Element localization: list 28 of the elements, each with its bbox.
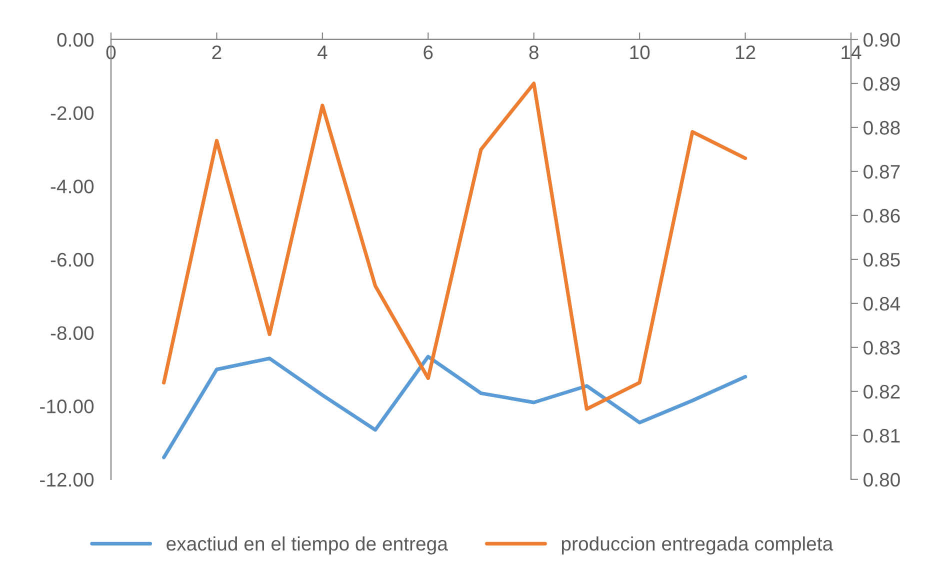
y2-tick-label: 0.90 [864, 32, 900, 47]
y-tick-label: -10.00 [40, 400, 94, 414]
x-tick-label: 4 [317, 46, 328, 60]
y2-tick-label: 0.89 [864, 76, 900, 91]
x-tick-label: 12 [736, 45, 756, 60]
y2-tick-label: 0.87 [864, 164, 900, 179]
y-tick-label: -4.00 [50, 180, 94, 194]
y2-tick-label: 0.80 [864, 472, 900, 487]
y2-tick-label: 0.83 [864, 340, 900, 355]
y2-tick-label: 0.84 [864, 296, 900, 311]
line-series [162, 82, 748, 411]
x-tick-label: 8 [529, 45, 538, 60]
x-tick-label: 10 [630, 45, 650, 60]
y-tick-label: -12.00 [40, 472, 94, 487]
y2-tick-label: 0.85 [864, 252, 900, 267]
x-tick-label: 6 [424, 45, 433, 60]
y2-tick-label: 0.88 [864, 120, 900, 135]
x-tick-label: 2 [212, 45, 222, 60]
y2-tick-label: 0.81 [864, 428, 900, 443]
y2-tick-label: 0.86 [864, 208, 900, 223]
y2-tick-label: 0.82 [864, 384, 900, 399]
y-tick-label: -8.00 [50, 326, 94, 340]
y-tick-label: -2.00 [50, 106, 94, 120]
line-series [162, 354, 748, 460]
legend-label: exactiud en el tiempo de entrega [166, 536, 448, 555]
legend-label: produccion entregada completa [562, 536, 834, 555]
y-tick-label: -6.00 [50, 252, 94, 267]
y-tick-label: 0.00 [57, 32, 94, 47]
